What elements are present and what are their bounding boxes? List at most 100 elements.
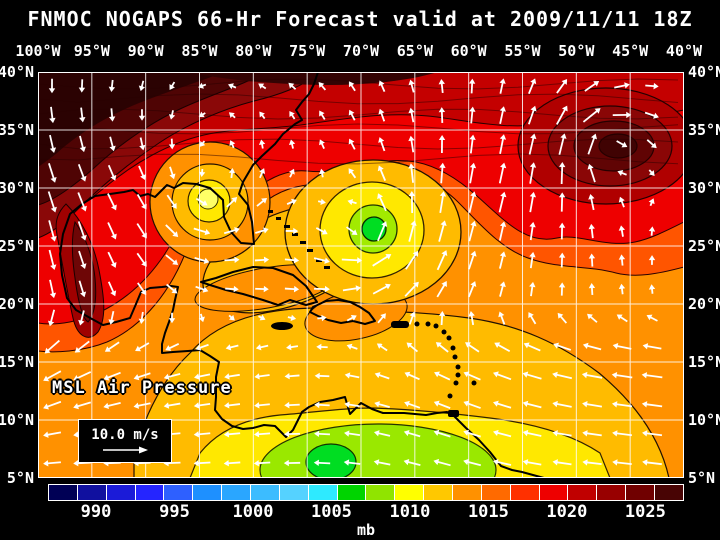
wind-arrow [408,79,415,93]
wind-arrow [436,250,448,271]
wind-arrow [463,458,481,467]
wind-arrow [48,78,56,94]
wind-arrow [283,459,301,467]
wind-arrow [223,431,241,438]
wind-arrow [49,106,56,124]
wind-arrow [438,220,447,242]
wind-arrow [254,402,270,409]
wind-arrow [498,162,507,184]
wind-arrow [408,135,415,153]
wind-arrow [49,134,57,153]
wind-arrow [319,110,326,120]
wind-arrow [317,198,326,205]
wind-arrow [494,342,511,353]
wind-arrow [314,401,330,409]
wind-arrow [286,198,297,205]
lat-tick-label: 20°N [0,295,34,313]
wind-arrow [559,162,566,185]
wind-arrow [588,223,595,239]
colorbar-cell [510,485,540,500]
wind-arrow [523,342,541,352]
wind-arrow [468,311,475,326]
wind-arrow [107,164,117,181]
wind-arrow [79,135,86,153]
wind-arrow [377,193,387,212]
wind-arrow [166,194,177,209]
wind-arrow [77,221,87,241]
lat-tick-label: 25°N [688,237,720,255]
wind-arrow [373,430,391,437]
wind-arrow [198,111,206,118]
wind-arrow [103,402,121,410]
wind-arrow [77,164,87,182]
colorbar-cell [655,485,683,500]
wind-arrow [168,110,176,120]
colorbar-cell [568,485,598,500]
wind-arrow [138,80,146,92]
wind-arrow [404,371,420,381]
wind-arrow [169,166,176,180]
wind-arrow [618,225,626,237]
wind-arrow [465,342,480,353]
wind-arrow [436,281,447,298]
wind-arrow [642,430,663,437]
wind-arrow [347,198,357,206]
wind-arrow [408,107,415,123]
pressure-map: MSL Air Pressure 10.0 m/s [38,72,684,478]
colorbar-cell [164,485,194,500]
wind-arrow [228,314,235,321]
wind-arrow [318,82,327,91]
wind-arrow [558,192,566,212]
wind-arrow [166,283,178,294]
wind-arrow [522,371,542,380]
wind-arrow [499,78,506,94]
wind-arrow [468,250,477,270]
wind-arrow [288,168,295,178]
wind-arrow [433,429,451,438]
wind-arrow [225,344,239,351]
wind-arrow [78,250,87,269]
wind-arrow [47,309,56,327]
wind-arrow [43,431,62,438]
colorbar-cell [251,485,280,500]
wind-arrow [316,343,328,351]
wind-arrow [348,168,357,179]
wind-arrow [258,83,267,90]
wind-arrow [348,81,356,92]
wind-arrow [318,168,326,178]
wind-arrow [49,279,57,299]
wind-arrow [522,459,542,466]
wind-arrow [588,283,596,296]
wind-arrow [645,82,659,90]
wind-arrow [467,281,477,298]
lat-tick-label: 40°N [688,63,720,81]
colorbar-tick: 990 [80,502,112,522]
wind-arrow [258,139,266,149]
wind-arrow [582,401,603,408]
wind-arrow [408,311,416,325]
colorbar-cell [395,485,425,500]
wind-arrow [193,402,211,409]
lon-tick-label: 55°W [504,42,541,60]
wind-arrow [612,342,632,350]
wind-arrow [165,224,179,238]
wind-arrow [616,140,628,148]
page-title: FNMOC NOGAPS 66-Hr Forecast valid at 200… [27,7,693,31]
wind-arrow [313,459,331,467]
wind-arrow [224,256,240,264]
wind-arrow [225,285,239,293]
wind-arrow [499,134,507,154]
wind-arrow [193,431,211,438]
wind-arrow [433,458,451,467]
wind-scale-label: 10.0 m/s [91,427,159,443]
lat-tick-label: 40°N [0,63,34,81]
wind-arrow [165,254,179,265]
wind-arrow [43,400,62,410]
wind-arrow [433,400,451,409]
wind-arrow [43,370,62,382]
wind-arrow [44,339,60,354]
wind-arrow [133,402,151,409]
wind-arrow [377,313,386,324]
wind-arrow [73,371,92,381]
wind-arrow [163,372,181,380]
